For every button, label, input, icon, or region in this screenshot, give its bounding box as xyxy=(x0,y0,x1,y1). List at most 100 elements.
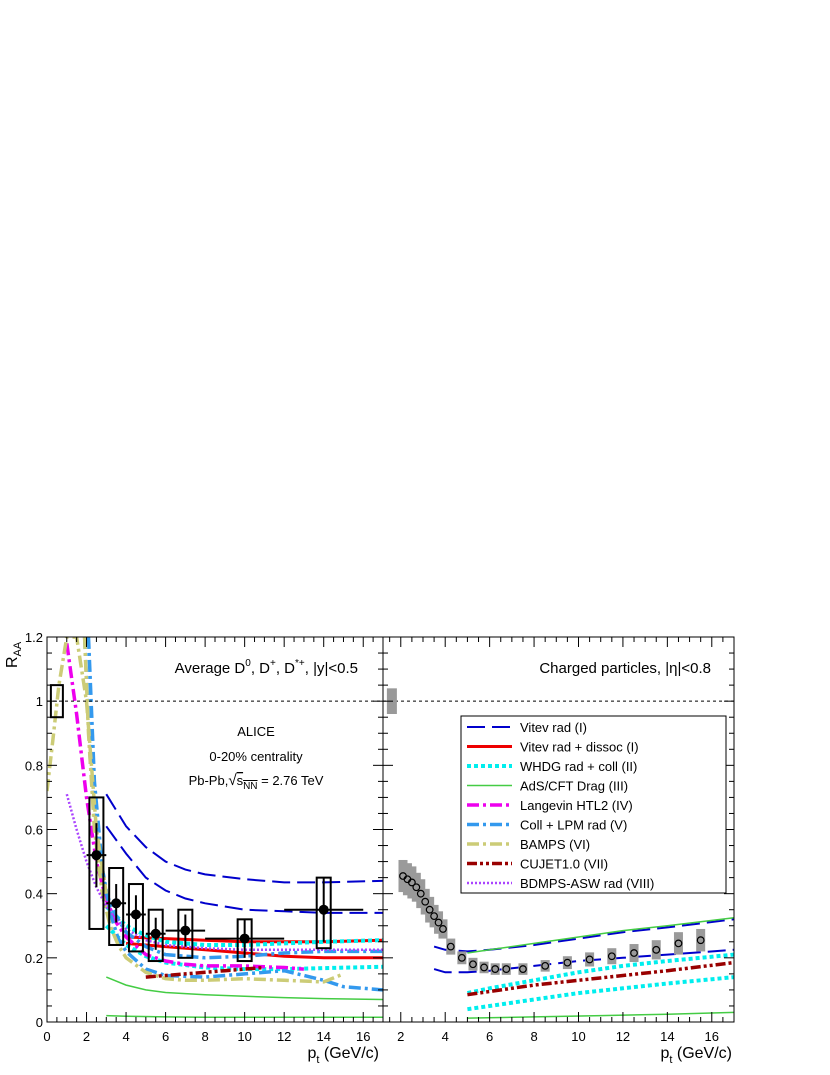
y-tick-label: 0.2 xyxy=(25,951,43,966)
right-data-point xyxy=(585,955,594,964)
right-data-points xyxy=(386,688,706,975)
left-x-tick-label: 10 xyxy=(237,1029,251,1044)
right-model-curves xyxy=(433,916,734,1019)
right-curve-5 xyxy=(467,975,734,1012)
left-x-axis-label: pt (GeV/c) xyxy=(307,1045,379,1066)
right-data-point xyxy=(439,925,447,933)
legend-label-6: BAMPS (VI) xyxy=(520,837,590,852)
right-curve-4 xyxy=(466,952,734,996)
left-data-point xyxy=(130,909,141,920)
right-curve-0 xyxy=(433,918,734,953)
left-x-tick-label: 16 xyxy=(356,1029,370,1044)
right-x-tick-label: 2 xyxy=(397,1029,404,1044)
energy-label: Pb-Pb,√sNN = 2.76 TeV xyxy=(189,772,324,792)
right-data-point xyxy=(430,912,438,921)
right-data-point xyxy=(630,949,638,957)
left-curve-1 xyxy=(105,825,383,914)
left-curve-8 xyxy=(65,643,305,971)
y-tick-label: 0.8 xyxy=(25,758,43,773)
right-syst-box xyxy=(673,932,683,955)
left-curve-5 xyxy=(104,924,383,972)
right-data-point xyxy=(469,960,477,969)
left-x-tick-label: 4 xyxy=(122,1029,129,1044)
right-syst-box xyxy=(540,960,550,972)
right-syst-box xyxy=(562,956,572,970)
legend-label-4: Langevin HTL2 (IV) xyxy=(520,798,633,813)
right-x-tick-label: 4 xyxy=(442,1029,449,1044)
right-data-point xyxy=(607,952,616,961)
left-data-points xyxy=(49,684,364,963)
right-x-tick-label: 16 xyxy=(705,1029,719,1044)
right-syst-box xyxy=(629,944,639,963)
right-syst-box xyxy=(518,963,528,975)
y-tick-label: 0 xyxy=(36,1015,43,1030)
left-x-tick-label: 2 xyxy=(83,1029,90,1044)
left-x-tick-label: 0 xyxy=(43,1029,50,1044)
left-axes: 0 2 4 6 8 10 12 14 16 0 0.2 0.4 0.6 0.8 1 1.2 xyxy=(25,630,384,1044)
right-syst-box xyxy=(585,952,595,967)
legend-label-8: BDMPS-ASW rad (VIII) xyxy=(520,876,654,891)
right-panel: 2 4 6 8 10 12 14 16 Charged particles, |η|<0.8 … xyxy=(382,636,735,1044)
legend-label-7: CUJET1.0 (VII) xyxy=(520,857,608,872)
left-syst-box xyxy=(88,796,105,930)
right-panel-title: Charged particles, |η|<0.8 xyxy=(539,660,711,677)
left-syst-box xyxy=(177,908,194,959)
left-x-tick-label: 14 xyxy=(316,1029,330,1044)
right-syst-box xyxy=(501,963,511,975)
right-syst-box xyxy=(468,957,478,971)
legend-entries: Vitev rad (I) Vitev rad + dissoc (I) WHDG … xyxy=(467,720,654,891)
left-syst-box xyxy=(147,908,164,963)
right-curve-2 xyxy=(467,916,734,954)
left-syst-box xyxy=(108,867,125,946)
left-curve-6 xyxy=(106,976,383,1001)
left-syst-box xyxy=(127,883,144,953)
right-syst-box xyxy=(696,928,706,952)
right-data-point xyxy=(519,965,527,973)
right-syst-box xyxy=(651,940,661,960)
right-syst-box xyxy=(607,948,617,965)
right-data-point xyxy=(541,961,550,970)
right-data-point xyxy=(412,883,421,892)
left-x-tick-label: 8 xyxy=(202,1029,209,1044)
left-curve-14 xyxy=(65,793,383,952)
right-data-point xyxy=(652,945,661,954)
left-data-point xyxy=(91,850,102,861)
left-panel-title: Average D0, D+, D*+, |y|<0.5 xyxy=(175,658,358,677)
legend-label-5: Coll + LPM rad (V) xyxy=(520,818,627,833)
right-data-point xyxy=(480,963,488,972)
left-panel: 0 2 4 6 8 10 12 14 16 0 0.2 0.4 0.6 0.8 1 1.2 Average D… xyxy=(25,630,384,1044)
legend-label-0: Vitev rad (I) xyxy=(520,720,587,735)
right-data-point xyxy=(407,878,416,887)
legend-label-1: Vitev rad + dissoc (I) xyxy=(520,740,639,755)
left-curve-13 xyxy=(145,965,265,979)
left-curve-9 xyxy=(82,637,383,960)
right-data-point xyxy=(502,965,511,973)
right-syst-box xyxy=(490,963,500,975)
right-data-point xyxy=(696,936,705,945)
left-x-tick-label: 6 xyxy=(162,1029,169,1044)
right-data-point xyxy=(421,897,430,906)
left-model-curves xyxy=(47,637,383,1018)
right-curve-1 xyxy=(433,948,734,974)
right-axes: 2 4 6 8 10 12 14 16 xyxy=(383,636,735,1044)
right-x-axis-label: pt (GeV/c) xyxy=(660,1045,732,1066)
right-curve-6 xyxy=(467,960,734,997)
left-data-point xyxy=(180,925,191,936)
legend-label-3: AdS/CFT Drag (III) xyxy=(520,779,628,794)
legend: Vitev rad (I) Vitev rad + dissoc (I) WHDG … xyxy=(460,715,727,894)
right-data-point xyxy=(434,918,443,927)
right-data-point xyxy=(457,953,466,962)
y-tick-label: 1.2 xyxy=(25,630,43,645)
right-syst-box xyxy=(457,951,467,965)
right-x-tick-label: 8 xyxy=(530,1029,537,1044)
y-tick-label: 1 xyxy=(36,694,43,709)
right-data-point xyxy=(491,965,500,973)
right-x-tick-label: 10 xyxy=(571,1029,585,1044)
left-data-point xyxy=(111,898,122,909)
right-x-tick-label: 6 xyxy=(486,1029,493,1044)
left-data-point xyxy=(239,933,250,944)
right-data-point xyxy=(425,905,434,914)
left-data-point xyxy=(318,904,329,915)
right-syst-box xyxy=(438,919,448,939)
